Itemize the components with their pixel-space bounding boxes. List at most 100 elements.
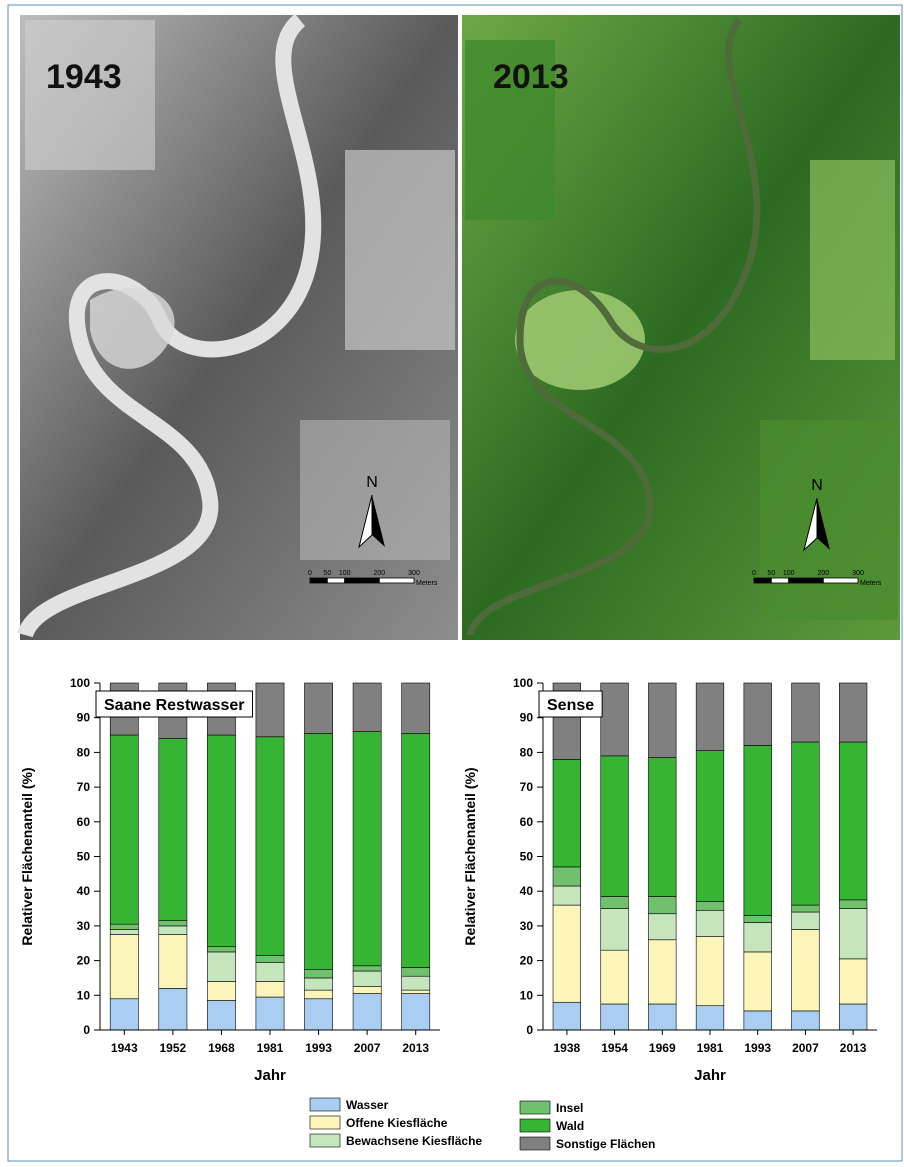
north-arrow [358, 494, 373, 549]
bar-segment [401, 993, 431, 1031]
bar-segment [600, 896, 629, 909]
bar-segment [791, 911, 820, 930]
bar-segment [648, 939, 677, 1005]
legend-label: Offene Kiesfläche [346, 1116, 448, 1130]
y-tick-label: 30 [77, 919, 91, 933]
photo-year: 1943 [46, 58, 122, 96]
bar-segment [158, 925, 188, 935]
y-tick-label: 0 [526, 1023, 533, 1037]
scale-label: 100 [339, 570, 351, 577]
north-arrow [372, 495, 385, 547]
x-tick-label: 1938 [554, 1041, 581, 1055]
bar-segment [552, 866, 581, 887]
x-tick-label: 1954 [601, 1041, 628, 1055]
bar-segment [648, 913, 677, 941]
scale-segment [770, 577, 790, 584]
chart-title: Sense [547, 697, 594, 714]
bar-segment [743, 915, 772, 923]
x-tick-label: 1969 [649, 1041, 676, 1055]
bar-segment [695, 909, 725, 937]
x-tick-label: 1981 [257, 1041, 284, 1055]
y-tick-label: 40 [520, 884, 534, 898]
bar-segment [401, 975, 431, 991]
scale-segment [788, 577, 824, 584]
x-tick-label: 2007 [792, 1041, 819, 1055]
x-tick-label: 2013 [840, 1041, 867, 1055]
bar-segment [352, 731, 382, 967]
y-tick-label: 50 [77, 850, 91, 864]
x-tick-label: 2007 [354, 1041, 381, 1055]
photo-2013 [462, 15, 900, 640]
bar-segment [255, 955, 285, 963]
photo-year: 2013 [493, 58, 569, 96]
chart-title: Saane Restwasser [104, 697, 245, 714]
bar-segment [255, 981, 285, 998]
bar-segment [109, 923, 139, 930]
bar-segment [791, 682, 820, 743]
bar-segment [255, 962, 285, 982]
bar-segment [552, 759, 581, 868]
legend-swatch [519, 1118, 551, 1133]
y-axis-label: Relativer Flächenanteil (%) [19, 767, 35, 945]
bar-segment [352, 986, 382, 994]
legend-label: Insel [556, 1101, 583, 1115]
bar-segment [158, 738, 188, 921]
bar-segment [158, 988, 188, 1031]
bar-segment [839, 682, 868, 743]
bar-segment [158, 934, 188, 989]
north-label: N [366, 474, 378, 491]
bar-segment [207, 946, 236, 953]
y-tick-label: 90 [520, 711, 534, 725]
x-tick-label: 1968 [208, 1041, 235, 1055]
bar-segment [255, 996, 285, 1031]
scale-label: 0 [752, 570, 756, 577]
legend-label: Wasser [346, 1098, 389, 1112]
y-tick-label: 90 [77, 711, 91, 725]
bar-segment [839, 958, 868, 1005]
bar-segment [839, 899, 868, 909]
y-tick-label: 80 [520, 745, 534, 759]
y-tick-label: 80 [77, 745, 91, 759]
scale-label: 200 [373, 570, 385, 577]
bar-segment [600, 1003, 629, 1031]
y-tick-label: 30 [520, 919, 534, 933]
bar-segment [695, 750, 725, 902]
bar-segment [304, 989, 333, 1000]
legend-swatch [519, 1136, 551, 1151]
scale-label: 50 [767, 570, 775, 577]
legend-swatch [309, 1097, 341, 1112]
x-tick-label: 1993 [744, 1041, 771, 1055]
north-arrow [817, 498, 830, 550]
bar-segment [695, 682, 725, 751]
bar-segment [695, 1005, 725, 1031]
bar-segment [552, 1001, 581, 1031]
bar-segment [600, 949, 629, 1005]
scale-label: 200 [817, 570, 829, 577]
north-arrow [803, 497, 818, 552]
bar-segment [648, 682, 677, 758]
y-tick-label: 70 [77, 780, 91, 794]
bar-segment [352, 970, 382, 987]
y-axis-label: Relativer Flächenanteil (%) [462, 767, 478, 945]
bar-segment [109, 734, 139, 925]
scale-segment [753, 577, 772, 584]
bar-segment [839, 741, 868, 901]
bar-segment [401, 989, 431, 994]
bar-segment [207, 1000, 236, 1031]
bar-segment [648, 757, 677, 897]
bar-segment [401, 967, 431, 977]
scale-segment [326, 577, 346, 584]
bar-segment [207, 951, 236, 982]
legend-label: Sonstige Flächen [556, 1137, 655, 1151]
title-box [95, 690, 254, 718]
y-tick-label: 60 [520, 815, 534, 829]
legend-swatch [519, 1100, 551, 1115]
bar-segment [695, 901, 725, 911]
bar-segment [743, 922, 772, 953]
scale-unit: Meters [416, 580, 438, 587]
bar-segment [401, 682, 431, 734]
bar-segment [791, 904, 820, 913]
bar-segment [695, 936, 725, 1007]
scale-label: 100 [783, 570, 795, 577]
scale-segment [822, 577, 859, 584]
